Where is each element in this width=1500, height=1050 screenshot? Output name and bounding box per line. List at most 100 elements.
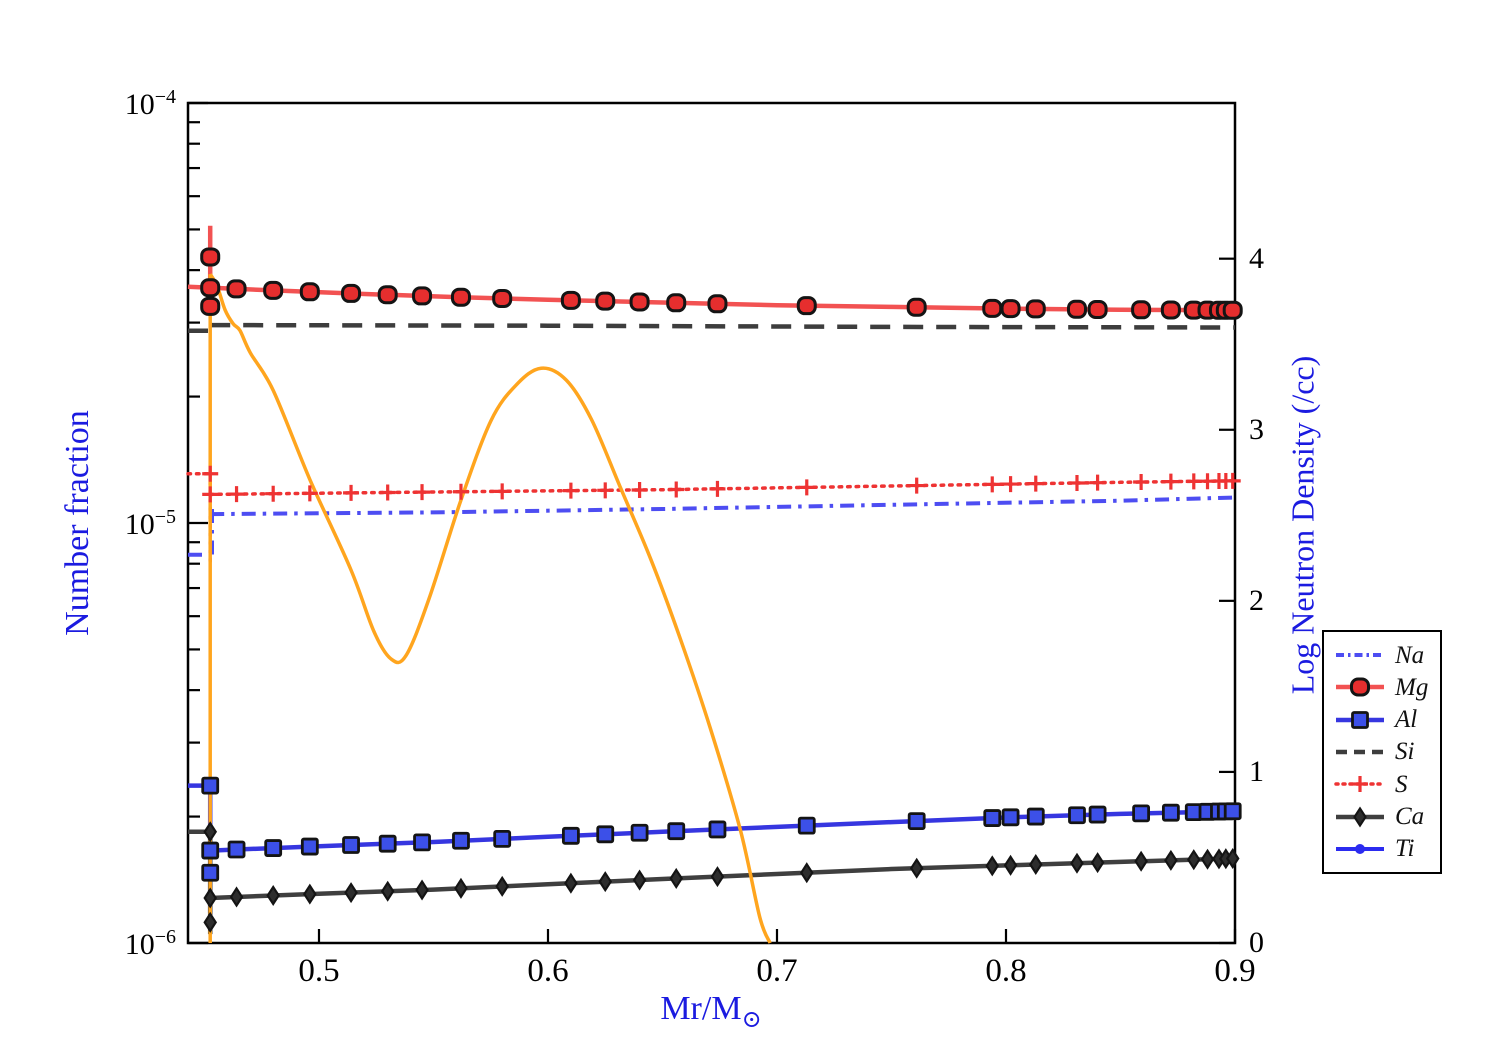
legend-label-s: S — [1395, 770, 1408, 798]
s-marker — [1133, 474, 1150, 491]
x-tick-label: 0.5 — [298, 953, 340, 989]
ca-marker — [380, 880, 395, 902]
s-marker — [414, 484, 431, 501]
ca-marker — [1090, 852, 1105, 874]
si-line — [210, 322, 1236, 330]
al-marker — [1001, 808, 1020, 827]
ca-marker — [1164, 849, 1178, 871]
mg-marker — [796, 296, 817, 316]
s-marker — [343, 484, 360, 501]
s-marker — [379, 484, 396, 501]
ca-marker — [1028, 853, 1043, 876]
al-marker — [1088, 805, 1107, 824]
na-line — [210, 495, 1236, 517]
al-marker — [452, 831, 470, 850]
legend-label-al: Al — [1395, 706, 1418, 734]
ca-marker — [1070, 852, 1084, 874]
legend-item-ca: Ca — [1334, 804, 1434, 829]
s-marker — [597, 482, 614, 499]
series-si — [188, 322, 1236, 333]
mg-marker — [1087, 299, 1108, 319]
y-right-tick-label: 0 — [1249, 926, 1264, 959]
al-marker — [300, 837, 319, 856]
legend-sample-mg — [1336, 677, 1384, 697]
al-marker — [561, 826, 580, 845]
al-marker — [1068, 806, 1086, 825]
series-na — [188, 495, 1236, 560]
s-marker — [1185, 473, 1202, 490]
y-left-tick-label: 10−5 — [124, 506, 176, 541]
neutron-density-line — [208, 273, 772, 944]
al-marker — [797, 816, 816, 835]
y-axis-label-left: Number fraction — [59, 410, 96, 636]
y-right-tick-label: 3 — [1249, 412, 1264, 446]
mg-marker — [1000, 299, 1021, 319]
mg-marker — [450, 287, 471, 307]
ca-marker — [303, 883, 317, 905]
al-marker — [201, 863, 220, 882]
ca-marker — [1003, 854, 1018, 876]
mg-marker — [1131, 300, 1152, 320]
al-marker — [596, 825, 615, 844]
mg-marker — [666, 293, 687, 313]
legend-sample-s — [1334, 776, 1386, 793]
ca-marker — [266, 885, 280, 907]
legend-item-al: Al — [1334, 706, 1434, 734]
mg-marker — [377, 285, 398, 305]
s-marker — [798, 479, 815, 496]
sun-symbol: ⊙ — [741, 1006, 762, 1033]
legend-item-ti: Ti — [1334, 836, 1434, 861]
ca-marker — [799, 862, 814, 884]
x-tick-label: 0.9 — [1214, 953, 1256, 989]
al-marker — [708, 820, 727, 839]
s-marker — [1089, 474, 1106, 491]
markers-mg — [200, 247, 1243, 320]
ca-marker — [1200, 848, 1215, 870]
s-marker — [228, 486, 245, 503]
al-marker — [201, 841, 220, 860]
ca-marker — [454, 877, 468, 899]
ca-marker — [344, 882, 358, 904]
ca-marker — [1186, 849, 1201, 871]
mg-marker — [226, 279, 247, 299]
legend-item-mg: Mg — [1334, 675, 1434, 700]
ca-marker — [203, 887, 218, 909]
y-right-tick-label: 2 — [1249, 583, 1264, 617]
y-left-tick-label: 10−4 — [124, 86, 176, 121]
ca-marker — [669, 867, 684, 889]
ca-marker — [564, 872, 578, 894]
s-marker — [984, 476, 1001, 493]
y-left-tick-label: 10−6 — [124, 926, 176, 961]
series-neutron-density — [208, 273, 772, 944]
ca-marker — [229, 886, 244, 908]
al-marker — [264, 839, 283, 857]
al-marker — [907, 812, 926, 831]
markers-s — [202, 465, 1241, 503]
mg-marker — [1350, 677, 1370, 697]
al-marker — [667, 822, 686, 841]
mg-marker — [1222, 300, 1243, 320]
y-right-tick-label: 1 — [1249, 754, 1264, 788]
al-marker — [1026, 807, 1045, 826]
legend-sample-ca — [1336, 806, 1384, 828]
al-marker — [983, 809, 1002, 827]
s-marker — [709, 480, 726, 497]
s-marker — [1068, 474, 1085, 491]
mg-marker — [341, 283, 362, 303]
s-marker — [452, 483, 469, 500]
x-tick-label: 0.8 — [985, 953, 1027, 989]
mg-marker — [299, 282, 320, 302]
mg-marker — [263, 280, 284, 300]
s-marker — [202, 486, 219, 503]
ca-marker — [1353, 806, 1367, 828]
x-tick-label: 0.7 — [756, 953, 798, 989]
ca-marker — [203, 821, 218, 843]
x-tick-label: 0.6 — [527, 953, 569, 989]
mg-marker — [200, 278, 221, 298]
markers-al — [201, 776, 1242, 882]
mg-marker — [412, 286, 433, 306]
legend-sample-si — [1336, 749, 1384, 755]
mg-marker — [200, 247, 221, 267]
